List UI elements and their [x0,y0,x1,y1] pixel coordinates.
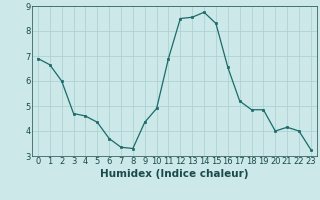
X-axis label: Humidex (Indice chaleur): Humidex (Indice chaleur) [100,169,249,179]
